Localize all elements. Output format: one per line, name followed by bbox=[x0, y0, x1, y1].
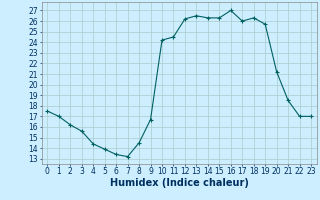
X-axis label: Humidex (Indice chaleur): Humidex (Indice chaleur) bbox=[110, 178, 249, 188]
